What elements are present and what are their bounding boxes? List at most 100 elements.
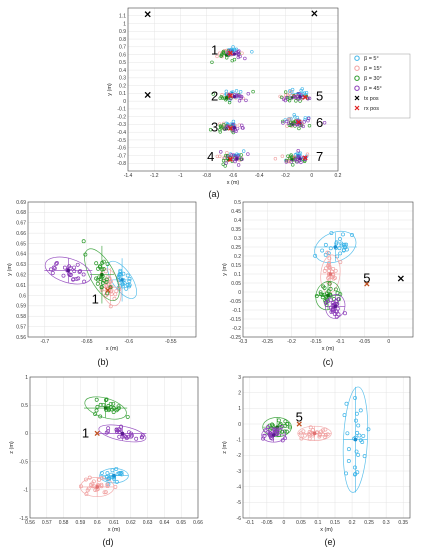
data-point — [332, 312, 337, 317]
series-mean — [224, 96, 229, 100]
data-point — [307, 123, 312, 128]
y-tick-label: 0.1 — [119, 91, 126, 97]
data-point — [238, 94, 243, 98]
data-point — [218, 128, 222, 132]
data-point — [299, 88, 303, 93]
data-point — [280, 429, 285, 434]
data-point — [236, 55, 240, 60]
data-point — [104, 397, 109, 402]
y-tick-label: 0 — [25, 431, 28, 437]
data-point — [232, 57, 237, 62]
x-tick-label: 0.35 — [398, 520, 408, 526]
data-point — [224, 161, 228, 165]
data-point — [262, 433, 267, 438]
confidence-ellipse — [325, 294, 346, 319]
data-point — [240, 157, 244, 161]
data-point — [318, 290, 323, 295]
data-point — [125, 282, 130, 287]
data-point — [240, 123, 244, 128]
data-point — [293, 119, 297, 123]
y-tick-label: -0.4 — [117, 130, 126, 136]
y-tick-label: 0.64 — [16, 252, 26, 258]
x-tick-label: -0.05 — [359, 339, 371, 345]
data-point — [124, 435, 129, 440]
data-point — [140, 433, 145, 438]
data-point — [215, 154, 220, 159]
x-tick-label: 0.2 — [349, 520, 356, 526]
data-point — [72, 265, 77, 270]
data-point — [246, 152, 250, 156]
series-mean — [120, 278, 124, 282]
data-point — [104, 284, 109, 288]
data-point — [98, 414, 103, 419]
y-axis-label: z (m) — [9, 441, 15, 454]
data-point — [218, 130, 222, 134]
data-point — [226, 49, 231, 53]
x-tick-label: 0.56 — [25, 520, 35, 526]
data-point — [303, 116, 308, 120]
data-point — [286, 121, 291, 126]
x-tick-label: -0.1 — [336, 339, 345, 345]
x-tick-label: -0.2 — [281, 173, 290, 179]
series-mean — [120, 431, 125, 436]
confidence-ellipse — [98, 424, 147, 443]
y-tick-label: 0.35 — [231, 227, 241, 233]
cluster-label: 5 — [296, 410, 303, 425]
data-point — [280, 154, 285, 158]
data-point — [225, 154, 230, 158]
data-point — [51, 265, 56, 270]
data-point — [81, 239, 86, 244]
data-point — [336, 297, 341, 302]
confidence-ellipse — [84, 396, 127, 420]
confidence-ellipse — [314, 230, 357, 264]
x-tick-label: 0.15 — [330, 520, 340, 526]
data-point — [115, 407, 120, 412]
data-point — [228, 96, 233, 101]
x-axis-label: x (m) — [106, 346, 119, 352]
data-point — [354, 449, 359, 454]
plot-frame — [242, 376, 411, 519]
data-point — [294, 157, 299, 162]
rx-marker — [227, 93, 233, 99]
y-tick-label: -0.6 — [117, 146, 126, 152]
data-point — [339, 241, 344, 246]
series-mean — [271, 433, 276, 437]
cluster-label: 7 — [316, 149, 323, 164]
data-point — [120, 282, 125, 287]
data-point — [308, 425, 313, 430]
data-point — [288, 154, 293, 159]
x-tick-label: 0 — [310, 173, 313, 179]
data-point — [218, 124, 223, 128]
data-point — [297, 92, 301, 96]
x-tick-label: -0.25 — [262, 339, 274, 345]
data-point — [75, 262, 80, 267]
x-axis-label: x (m) — [227, 180, 240, 186]
data-point — [103, 490, 108, 494]
data-point — [225, 56, 229, 60]
confidence-ellipse — [84, 248, 120, 301]
data-point — [117, 434, 122, 439]
data-point — [343, 311, 347, 316]
data-point — [114, 289, 119, 294]
data-point — [285, 421, 290, 426]
data-point — [293, 157, 297, 162]
data-point — [307, 433, 312, 438]
cluster-label: 6 — [316, 115, 323, 130]
legend-label: β = 15° — [364, 66, 382, 72]
data-point — [296, 154, 300, 159]
plot-frame — [29, 376, 199, 519]
x-tick-label: 0.66 — [193, 520, 203, 526]
rx-marker — [364, 281, 370, 287]
data-point — [95, 281, 100, 286]
x-tick-label: 0.05 — [296, 520, 306, 526]
data-point — [220, 93, 224, 97]
data-point — [124, 286, 129, 291]
y-axis-label: y (m) — [7, 263, 13, 276]
data-point — [326, 276, 331, 280]
y-tick-label: -0.8 — [117, 161, 126, 167]
data-point — [353, 395, 358, 400]
data-point — [243, 56, 247, 61]
data-point — [111, 410, 116, 414]
data-point — [322, 121, 327, 125]
data-point — [317, 434, 322, 439]
